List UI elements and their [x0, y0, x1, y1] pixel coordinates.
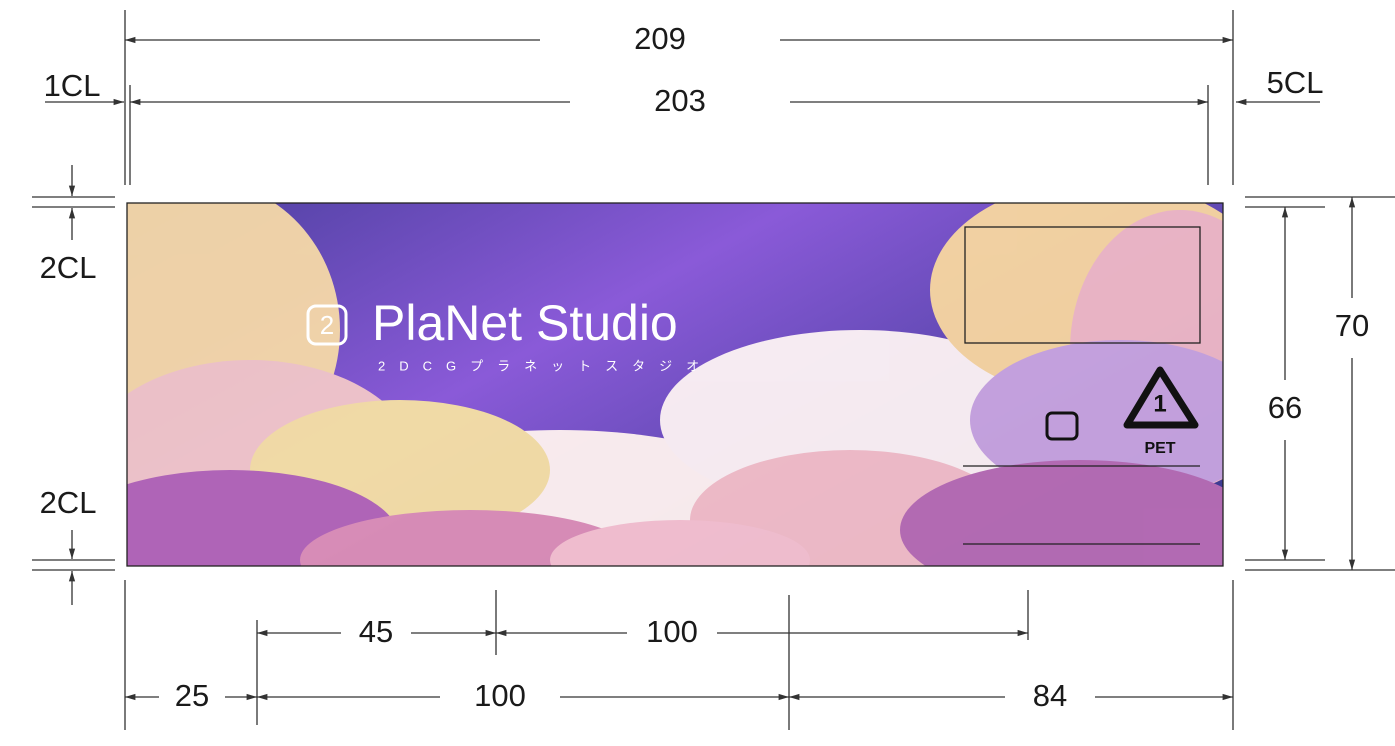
recycle-material: PET [1144, 440, 1175, 457]
dimension-label: 84 [1033, 678, 1067, 713]
cap-label-icon [1045, 411, 1079, 441]
label-artwork: 2 PlaNet Studio 2DCGプラネットスタジオ 1 PET [127, 203, 1223, 566]
dimension-label: 2CL [40, 250, 97, 285]
dimension-label: 25 [175, 678, 209, 713]
dimension-label: 70 [1335, 308, 1369, 343]
dimension-label: 45 [359, 614, 393, 649]
logo-mark-frame [306, 304, 348, 346]
dimension-label: 100 [474, 678, 526, 713]
dimension-label: 100 [646, 614, 698, 649]
recycle-symbol [1123, 366, 1199, 429]
recycle-number: 1 [1153, 390, 1166, 417]
logo: PlaNet Studio [372, 295, 678, 351]
dimensions: 209 203 1CL 5CL 2CL 2CL 70 66 45 100 25 100 84 [32, 10, 1395, 730]
dimension-label: 203 [654, 83, 706, 118]
logo-subtitle: 2DCGプラネットスタジオ [378, 358, 713, 373]
dimension-label: 66 [1268, 390, 1302, 425]
dimension-label: 209 [634, 21, 686, 56]
label-outline [126, 202, 1224, 567]
print-area [964, 226, 1201, 344]
dimension-label: 2CL [40, 485, 97, 520]
logo-mark: 2 [320, 310, 334, 340]
dimension-label: 1CL [44, 68, 101, 103]
dimension-label: 5CL [1267, 65, 1324, 100]
